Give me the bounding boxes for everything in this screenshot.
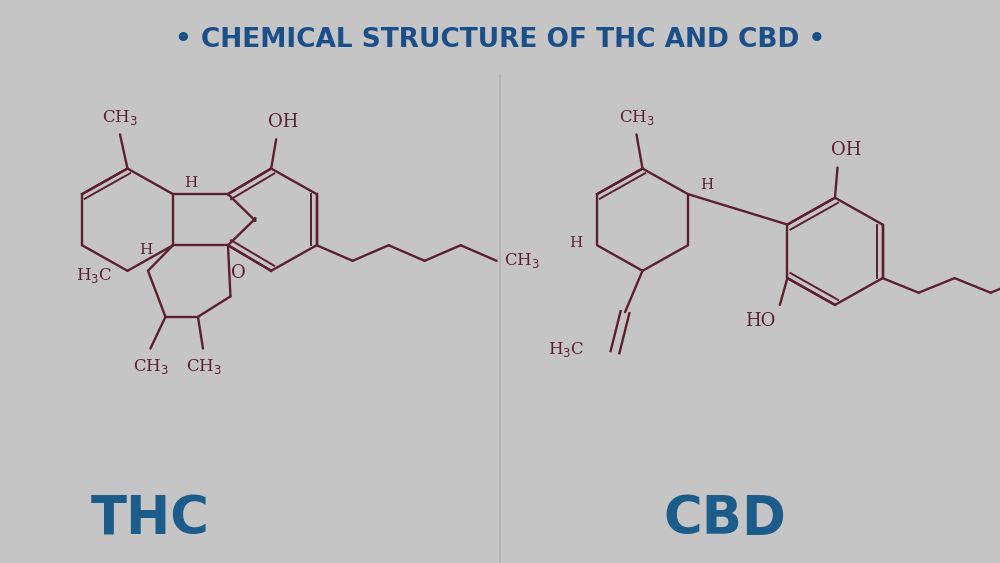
Text: CH$_3$: CH$_3$ bbox=[186, 357, 222, 376]
Text: H: H bbox=[569, 236, 583, 250]
Text: THC: THC bbox=[90, 493, 210, 545]
Text: H$_3$C: H$_3$C bbox=[76, 266, 112, 285]
Text: • CHEMICAL STRUCTURE OF THC AND CBD •: • CHEMICAL STRUCTURE OF THC AND CBD • bbox=[175, 26, 825, 52]
Text: H: H bbox=[184, 176, 197, 190]
Text: OH: OH bbox=[268, 113, 299, 131]
Text: CH$_3$: CH$_3$ bbox=[102, 108, 138, 127]
Text: O: O bbox=[231, 264, 246, 282]
Text: CH$_3$: CH$_3$ bbox=[619, 108, 654, 127]
Text: CBD: CBD bbox=[664, 493, 786, 545]
Text: H: H bbox=[700, 178, 714, 193]
Text: H$_3$C: H$_3$C bbox=[548, 340, 584, 359]
Text: CH$_3$: CH$_3$ bbox=[504, 251, 540, 270]
Text: OH: OH bbox=[831, 141, 861, 159]
Text: HO: HO bbox=[745, 312, 775, 330]
Text: CH$_3$: CH$_3$ bbox=[133, 357, 168, 376]
Text: H: H bbox=[139, 243, 152, 257]
